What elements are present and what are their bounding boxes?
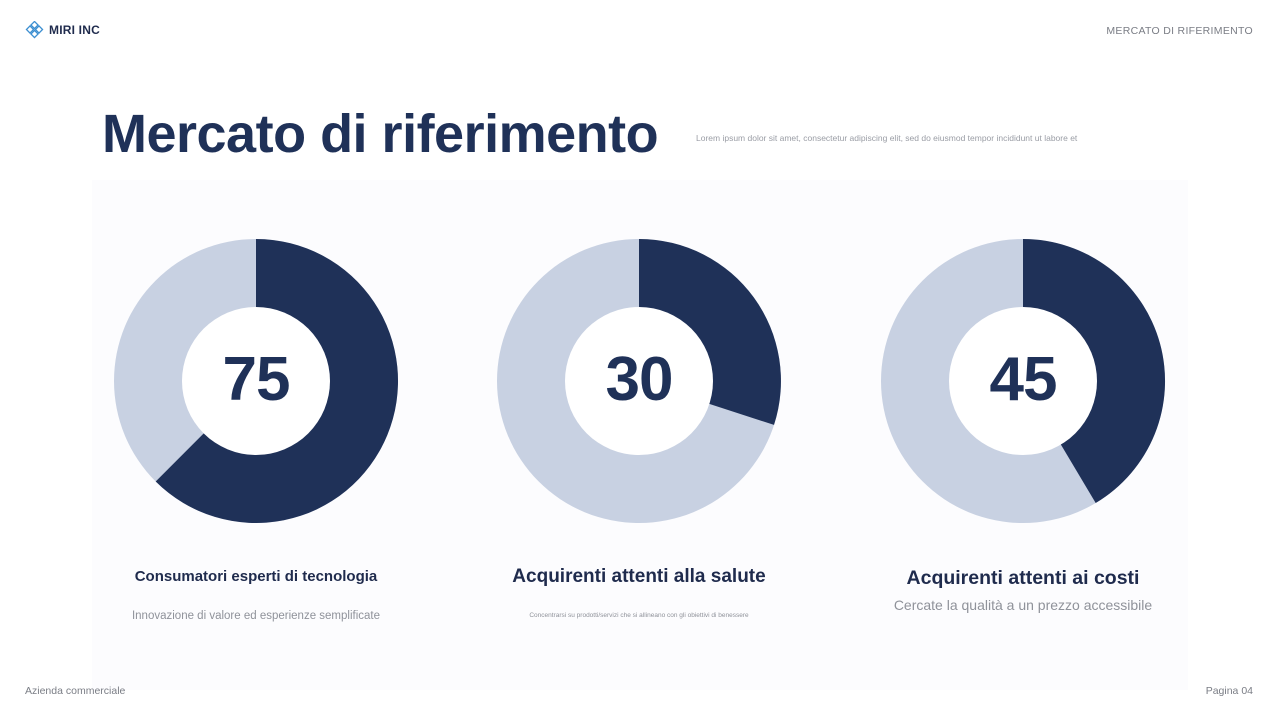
- donut-chart-3: 45: [880, 238, 1166, 524]
- page-title: Mercato di riferimento: [102, 104, 659, 164]
- card-description: Innovazione di valore ed esperienze semp…: [131, 610, 381, 622]
- footer-company: Azienda commerciale: [25, 685, 126, 697]
- diamond-grid-logo-icon: [25, 21, 44, 39]
- brand-name: MIRI INC: [49, 23, 100, 37]
- stat-card-1: 75 Consumatori esperti di tecnologia Inn…: [86, 238, 426, 622]
- donut-svg-3: [881, 239, 1166, 523]
- section-label: MERCATO DI RIFERIMENTO: [1106, 25, 1253, 37]
- donut-value: 45: [989, 345, 1058, 414]
- brand: MIRI INC: [25, 21, 100, 39]
- donut-value: 30: [605, 345, 674, 414]
- card-description: Cercate la qualità a un prezzo accessibi…: [893, 597, 1153, 613]
- stat-card-3: 45 Acquirenti attenti ai costi Cercate l…: [853, 238, 1193, 613]
- card-title: Acquirenti attenti ai costi: [906, 567, 1140, 589]
- donut-svg-1: [114, 239, 399, 523]
- card-title: Consumatori esperti di tecnologia: [134, 568, 378, 585]
- donut-chart-2: 30: [496, 238, 782, 524]
- donut-svg-2: [497, 239, 781, 523]
- page-subtitle: Lorem ipsum dolor sit amet, consectetur …: [696, 133, 1078, 143]
- donut-chart-1: 75: [113, 238, 399, 524]
- card-title: Acquirenti attenti alla salute: [512, 566, 766, 587]
- footer-page-number: Pagina 04: [1205, 685, 1253, 697]
- donut-value: 75: [222, 345, 291, 414]
- stat-card-2: 30 Acquirenti attenti alla salute Concen…: [469, 238, 809, 619]
- card-description: Concentrarsi su prodotti/servizi che si …: [529, 612, 749, 619]
